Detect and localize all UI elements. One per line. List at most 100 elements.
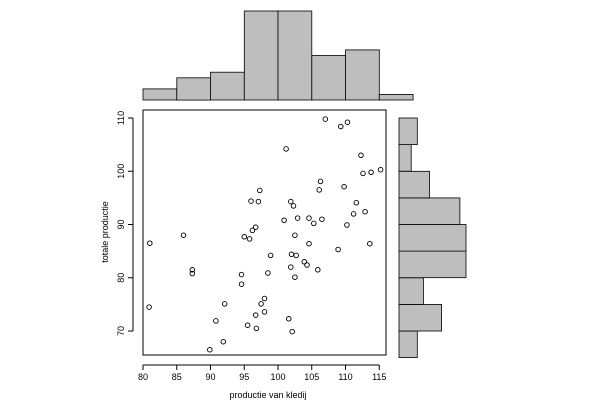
scatter-point (294, 215, 301, 221)
scatter-point (288, 264, 294, 270)
y-histogram-bar (398, 117, 418, 146)
x-histogram-bar (210, 71, 245, 101)
x-tick-label: 85 (172, 372, 182, 382)
scatter-point (238, 271, 245, 278)
scatter-point (350, 211, 357, 217)
x-axis: 80 85 90 95 100 105 110 115 (138, 364, 386, 382)
scatter-point (246, 236, 253, 242)
y-histogram (398, 117, 467, 359)
y-histogram-bar (398, 144, 412, 172)
scatter-point (311, 220, 317, 227)
y-tick-label: 110 (116, 111, 126, 125)
scatter-point (252, 224, 259, 230)
scatter-point (288, 251, 295, 258)
scatter-point (261, 295, 268, 302)
x-tick-label: 115 (372, 372, 386, 382)
scatter-point (301, 259, 308, 265)
scatter-point (316, 187, 322, 193)
scatter-point (238, 281, 245, 287)
scatter-point (306, 215, 312, 221)
x-tick-label: 105 (304, 372, 319, 382)
y-axis: 70 80 90 100 110 (116, 111, 134, 336)
scatter-point (189, 270, 196, 277)
scatter-point (255, 198, 262, 205)
scatter-point (362, 208, 368, 215)
scatter-point (252, 312, 259, 318)
scatter-point (292, 274, 298, 280)
scatter-points (146, 116, 384, 353)
y-histogram-bar (398, 277, 424, 305)
scatter-point (221, 301, 228, 307)
scatter-point (290, 203, 297, 209)
scatter-point (368, 169, 374, 176)
scatter-point (344, 119, 351, 125)
scatter-point (358, 152, 364, 159)
scatter-point (257, 187, 263, 194)
scatter-point (360, 170, 366, 177)
scatter-point (281, 217, 287, 224)
scatter-point (248, 198, 254, 204)
scatter-point (146, 304, 152, 310)
scatter-point (265, 270, 271, 276)
scatter-point (286, 316, 292, 322)
scatter-point (293, 252, 299, 259)
x-axis-label: productie van kledij (229, 390, 306, 400)
x-tick-label: 90 (205, 372, 215, 382)
y-tick-label: 90 (116, 220, 126, 230)
x-tick-label: 100 (270, 372, 285, 382)
scatter-point (335, 246, 341, 253)
plot-frame (142, 109, 387, 356)
x-histogram-bar (176, 77, 212, 101)
scatter-point (315, 267, 321, 273)
scatter-point (317, 178, 324, 185)
scatter-point (147, 240, 153, 246)
scatter-point (207, 346, 213, 353)
scatter-point (341, 183, 347, 190)
y-tick-label: 70 (116, 326, 126, 336)
x-tick-label: 95 (239, 372, 249, 382)
scatter-point (338, 123, 344, 130)
x-histogram-bar (142, 88, 178, 101)
scatter-point (253, 325, 260, 332)
scatter-point (367, 240, 373, 247)
scatter-point (322, 116, 329, 122)
scatter-point (189, 267, 196, 273)
y-tick-label: 100 (116, 164, 126, 179)
scatter-point (220, 338, 227, 345)
scatter-point (249, 227, 256, 234)
scatter-plot: 80 85 90 95 100 105 110 115 70 80 90 100 110 (116, 109, 387, 382)
scatter-point (319, 216, 325, 222)
x-histogram-bar (277, 10, 313, 101)
x-histogram-bar (345, 49, 380, 101)
y-histogram-bar (398, 170, 430, 199)
x-histogram-bar (311, 55, 346, 101)
scatter-point (288, 198, 294, 205)
scatter-point (244, 322, 251, 328)
scatter-point (213, 318, 219, 324)
scatter-point (289, 328, 295, 335)
x-histogram (142, 10, 414, 101)
scatter-point (304, 262, 310, 268)
scatter-point (241, 234, 248, 240)
scatter-point (258, 301, 264, 307)
scatter-point (292, 232, 298, 238)
y-axis-label: totale productie (100, 201, 110, 263)
scatter-point (306, 240, 312, 247)
y-histogram-bar (398, 303, 442, 332)
y-histogram-bar (398, 330, 418, 359)
scatter-point (377, 166, 384, 173)
scatter-point (267, 252, 274, 259)
y-histogram-bar (398, 250, 467, 279)
x-tick-label: 80 (138, 372, 148, 382)
y-histogram-bar (398, 224, 467, 252)
x-histogram-bar (243, 10, 279, 101)
x-histogram-bar (378, 94, 414, 101)
scatter-point (353, 199, 360, 206)
scatter-point (261, 309, 268, 315)
scatter-point (344, 222, 350, 228)
scatter-point (283, 146, 289, 152)
y-histogram-bar (398, 197, 461, 225)
y-tick-label: 80 (116, 273, 126, 283)
x-tick-label: 110 (338, 372, 352, 382)
